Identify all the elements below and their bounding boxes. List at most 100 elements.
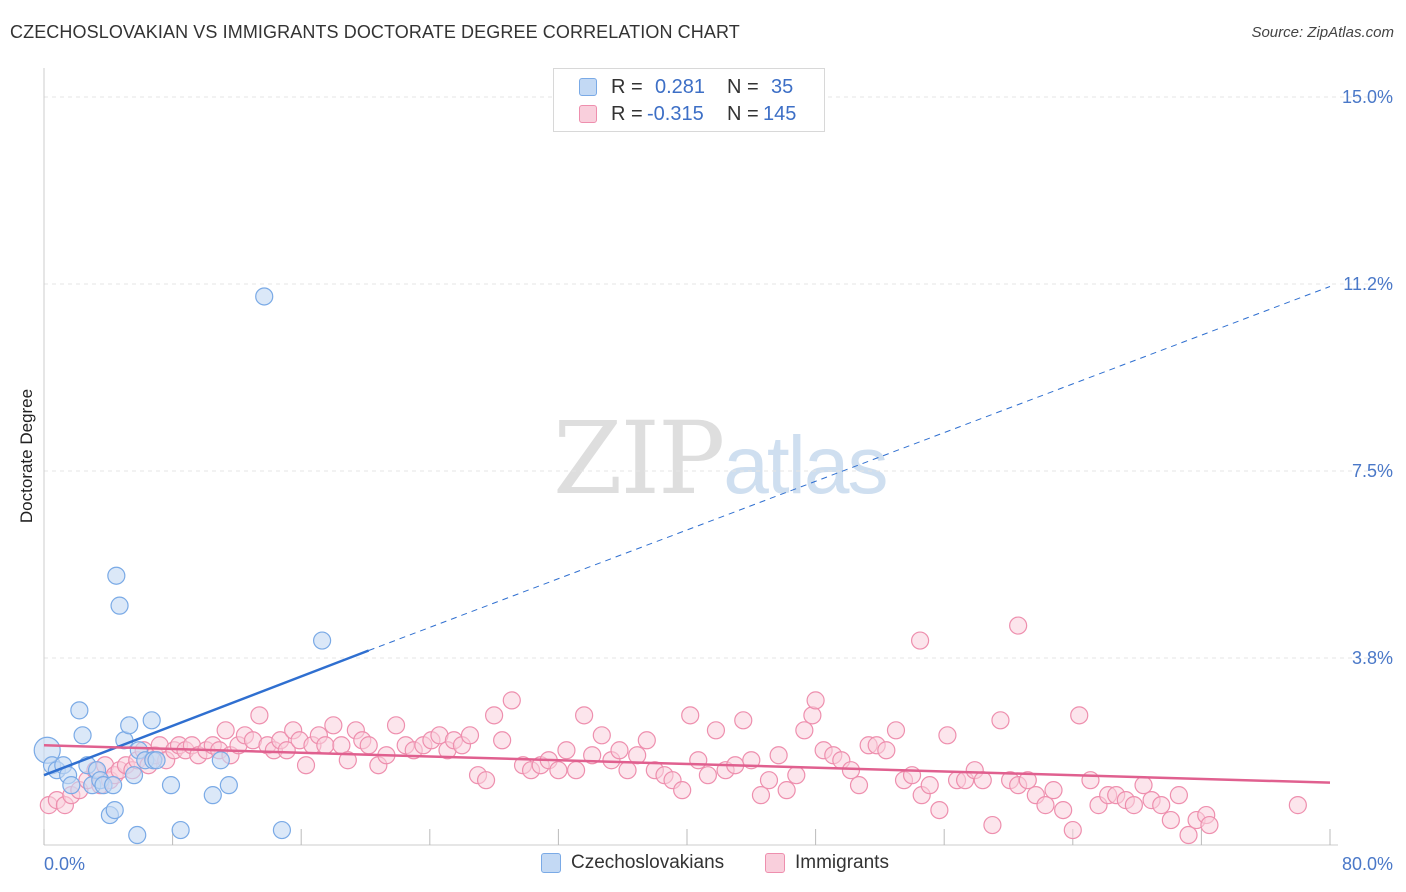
immigrants-point [1179, 825, 1198, 845]
tick-labels: 3.8% 7.5% 11.2% 15.0% 0.0% 80.0% [44, 87, 1393, 874]
immigrants-point [698, 766, 717, 785]
czechoslovakians-point [171, 820, 190, 840]
immigrants-point [502, 691, 521, 710]
immigrants-point [1063, 820, 1082, 840]
czechoslovakians-point [128, 825, 147, 845]
czechoslovakians-point [124, 766, 144, 785]
series-legend-immigrants[interactable]: Immigrants [765, 852, 889, 874]
immigrants-point [734, 711, 753, 730]
czechoslovakians-point [219, 776, 238, 795]
immigrants-point [216, 721, 235, 740]
legend-n-label: N = [727, 102, 759, 125]
immigrants-point [1134, 776, 1153, 795]
czechoslovakians-point [203, 786, 222, 805]
immigrants-point [359, 736, 378, 755]
immigrants-point [485, 706, 504, 725]
watermark-zip: ZIP [553, 400, 725, 517]
legend-n-label: N = [727, 75, 759, 98]
immigrants-point [338, 751, 357, 770]
immigrants-point [296, 756, 316, 775]
immigrants-point [592, 726, 611, 745]
immigrants-point [1288, 796, 1307, 815]
immigrants-point [493, 731, 512, 750]
legend-swatch-blue [579, 78, 597, 96]
immigrants-point [324, 716, 343, 735]
immigrants-point [991, 711, 1010, 730]
czechoslovakians-point [211, 751, 230, 770]
immigrants-point [549, 761, 568, 780]
y-tick-label: 15.0% [1342, 87, 1393, 107]
immigrants-point [1018, 771, 1037, 790]
x-tick-label: 0.0% [44, 854, 85, 874]
immigrants-point [673, 781, 692, 800]
legend-r-value: -0.315 [647, 102, 704, 125]
immigrants-point [610, 741, 629, 760]
immigrants-point [938, 726, 957, 745]
source-credit: Source: ZipAtlas.com [1251, 24, 1394, 41]
immigrants-point [910, 631, 930, 650]
czechoslovakians-point [104, 776, 123, 795]
legend-r-label: R = [611, 102, 643, 125]
series-swatch-blue [541, 853, 561, 873]
immigrants-trend-line [43, 744, 1331, 784]
immigrants-point [689, 751, 708, 770]
immigrants-point [787, 766, 806, 785]
immigrants-point [920, 776, 939, 795]
immigrants-point [250, 706, 269, 725]
immigrants-point [557, 741, 576, 760]
watermark-atlas: atlas [723, 420, 888, 511]
immigrants-point [316, 736, 335, 755]
immigrants-point [877, 741, 896, 760]
y-tick-label: 7.5% [1352, 461, 1393, 481]
immigrants-point [973, 771, 992, 790]
grid [44, 96, 1395, 659]
correlation-legend: R = 0.281 N = 35 R = -0.315 N = 145 [553, 68, 825, 132]
immigrants-point [1070, 706, 1089, 725]
immigrants-point [983, 815, 1002, 835]
series-legend-label: Czechoslovakians [571, 852, 725, 873]
immigrants-point [476, 771, 496, 790]
czechoslovakians-point [142, 711, 161, 730]
czechoslovakians-point [73, 726, 92, 745]
czechoslovakians-point [120, 716, 139, 735]
y-tick-label: 11.2% [1343, 274, 1393, 294]
legend-r-value: 0.281 [655, 75, 706, 98]
legend-r-label: R = [611, 75, 643, 98]
czechoslovakians-point [272, 820, 292, 840]
immigrants-point [1124, 796, 1143, 815]
immigrants-point [460, 726, 480, 745]
series-legend-czechoslovakians[interactable]: Czechoslovakians [541, 852, 724, 874]
immigrants-point [930, 800, 949, 820]
immigrants-point [386, 716, 406, 735]
immigrants-point [806, 691, 825, 710]
immigrants-point [1054, 800, 1073, 820]
immigrants-point [1169, 786, 1188, 805]
immigrants-point [849, 776, 869, 795]
immigrants-point [618, 761, 637, 780]
watermark: ZIPatlas [553, 400, 889, 517]
immigrants-point [1036, 796, 1055, 815]
czechoslovakians-point [147, 751, 166, 770]
immigrants-point [886, 721, 906, 740]
chart-title: CZECHOSLOVAKIAN VS IMMIGRANTS DOCTORATE … [10, 22, 740, 42]
czechoslovakians-point [161, 776, 181, 795]
immigrants-point [769, 746, 788, 765]
immigrants-point [575, 706, 594, 725]
axes [43, 68, 1338, 846]
immigrants-point [706, 721, 726, 740]
czechoslovakians-point [105, 800, 124, 820]
legend-swatch-pink [579, 105, 597, 123]
czechoslovakians-trend-extension [368, 286, 1331, 651]
series-legend-label: Immigrants [795, 852, 889, 873]
immigrants-point [751, 786, 771, 805]
czechoslovakians-point [107, 566, 126, 585]
czechoslovakians-trend-line [43, 649, 370, 777]
czechoslovakians-point [62, 776, 81, 795]
immigrants-point [566, 761, 586, 780]
data-points [33, 287, 1307, 845]
immigrants-point [1161, 810, 1180, 830]
x-tick-label: 80.0% [1342, 854, 1393, 874]
series-swatch-pink [765, 853, 785, 873]
legend-row-czechoslovakians: R = 0.281 N = 35 [554, 74, 793, 100]
